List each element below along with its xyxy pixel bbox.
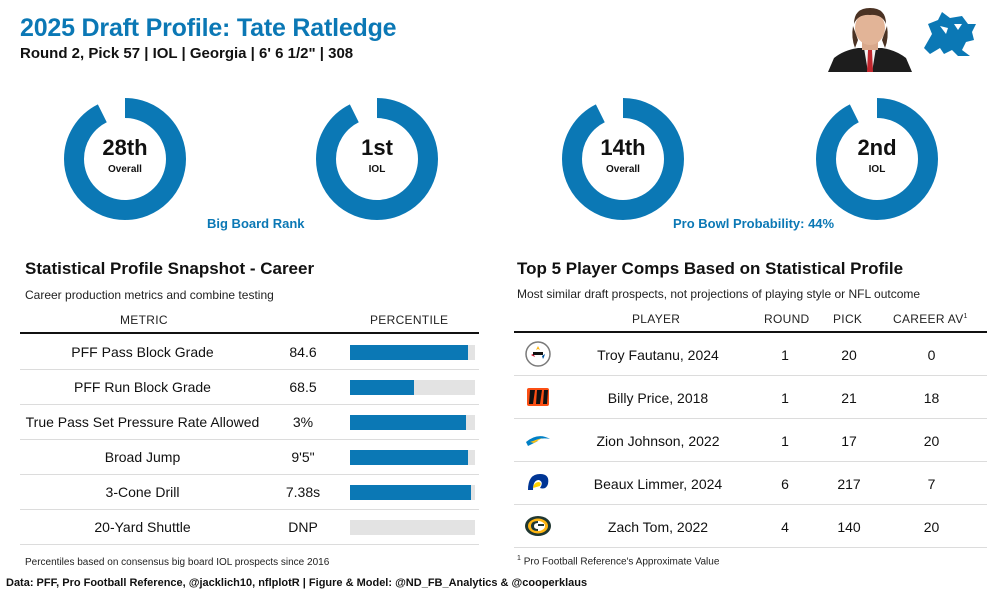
donut-caption: Overall: [606, 164, 640, 175]
percentile-track: [350, 345, 475, 360]
stat-row: 20-Yard Shuttle DNP: [20, 510, 479, 545]
comp-row: Beaux Limmer, 2024 6 217 7: [514, 462, 987, 505]
comp-pick: 217: [837, 476, 861, 492]
donut-value: 14th: [600, 135, 646, 160]
percentile-bar: [350, 380, 414, 395]
stat-metric: PFF Run Block Grade: [74, 379, 211, 395]
stat-value: 7.38s: [285, 484, 321, 500]
donut-caption: IOL: [868, 164, 886, 175]
comp-career-av: 0: [927, 347, 936, 363]
page-title: 2025 Draft Profile: Tate Ratledge: [20, 14, 397, 42]
comp-player: Zach Tom, 2022: [607, 519, 709, 535]
comp-career-av: 20: [923, 519, 940, 535]
stat-value: 84.6: [289, 344, 317, 360]
stat-row: PFF Pass Block Grade 84.6: [20, 335, 479, 370]
col-header-metric: METRIC: [120, 313, 168, 327]
comp-row: Billy Price, 2018 1 21 18: [514, 376, 987, 419]
stat-row: Broad Jump 9'5": [20, 440, 479, 475]
stat-value: 3%: [292, 414, 314, 430]
stat-row: True Pass Set Pressure Rate Allowed 3%: [20, 405, 479, 440]
comp-career-av: 7: [927, 476, 936, 492]
donut-value: 1st: [361, 135, 393, 160]
stat-metric: 3-Cone Drill: [105, 484, 180, 500]
comp-player: Billy Price, 2018: [607, 390, 709, 406]
packers-logo: [524, 513, 552, 539]
comp-player: Beaux Limmer, 2024: [593, 476, 723, 492]
comps-section-title: Top 5 Player Comps Based on Statistical …: [517, 259, 904, 278]
comps-footnote: 1 Pro Football Reference's Approximate V…: [517, 555, 719, 567]
rams-logo: [524, 470, 552, 496]
percentile-bar: [350, 450, 468, 465]
lions-logo: [918, 10, 980, 60]
comp-pick: 140: [837, 519, 861, 535]
comp-row: Troy Fautanu, 2024 1 20 0: [514, 333, 987, 376]
comp-round: 1: [781, 390, 789, 406]
percentile-track: [350, 485, 475, 500]
donut-pro-bowl-iol: 2nd IOL: [815, 97, 939, 221]
donut-value: 2nd: [857, 135, 897, 160]
big-board-rank-label: Big Board Rank: [207, 216, 305, 231]
donut-caption: Overall: [108, 164, 142, 175]
percentile-track: [350, 520, 475, 535]
col-header-career-av: CAREER AV1: [893, 312, 968, 326]
source-credit: Data: PFF, Pro Football Reference, @jack…: [6, 577, 588, 589]
comp-row: Zion Johnson, 2022 1 17 20: [514, 419, 987, 462]
donut-pro-bowl-overall: 14th Overall: [561, 97, 685, 221]
steelers-logo: [524, 341, 552, 367]
col-header-round: ROUND: [764, 312, 810, 326]
comp-pick: 21: [841, 390, 857, 406]
stats-footnote: Percentiles based on consensus big board…: [25, 557, 330, 568]
stats-section-subtitle: Career production metrics and combine te…: [25, 288, 274, 302]
comp-pick: 20: [841, 347, 857, 363]
stat-metric: Broad Jump: [104, 449, 181, 465]
percentile-track: [350, 450, 475, 465]
comp-round: 1: [781, 433, 789, 449]
footnote-marker: 1: [517, 555, 521, 562]
page-subtitle: Round 2, Pick 57 | IOL | Georgia | 6' 6 …: [20, 45, 354, 62]
comp-player: Troy Fautanu, 2024: [597, 347, 719, 363]
donut-big-board-iol: 1st IOL: [315, 97, 439, 221]
comp-round: 4: [781, 519, 789, 535]
donut-value: 28th: [102, 135, 148, 160]
stat-row: 3-Cone Drill 7.38s: [20, 475, 479, 510]
stat-value: DNP: [288, 519, 318, 535]
stat-metric: 20-Yard Shuttle: [94, 519, 191, 535]
comp-career-av: 18: [923, 390, 940, 406]
stats-section-title: Statistical Profile Snapshot - Career: [25, 259, 315, 278]
career-av-label: CAREER AV: [893, 312, 964, 326]
stats-header-rule: [20, 332, 479, 334]
donut-big-board-overall: 28th Overall: [63, 97, 187, 221]
comps-header-rule: [514, 331, 987, 333]
stat-row: PFF Run Block Grade 68.5: [20, 370, 479, 405]
donut-caption: IOL: [368, 164, 386, 175]
player-headshot: [824, 4, 916, 72]
col-header-player: PLAYER: [632, 312, 681, 326]
percentile-track: [350, 415, 475, 430]
stat-value: 68.5: [289, 379, 317, 395]
stat-metric: True Pass Set Pressure Rate Allowed: [25, 414, 260, 430]
bengals-logo: [524, 384, 552, 410]
chargers-logo: [524, 427, 552, 453]
percentile-bar: [350, 415, 466, 430]
comp-career-av: 20: [923, 433, 940, 449]
comps-section-subtitle: Most similar draft prospects, not projec…: [517, 287, 921, 301]
comp-player: Zion Johnson, 2022: [596, 433, 720, 449]
percentile-track: [350, 380, 475, 395]
percentile-bar: [350, 485, 471, 500]
col-header-percentile: PERCENTILE: [370, 313, 449, 327]
stat-metric: PFF Pass Block Grade: [71, 344, 214, 360]
stat-value: 9'5": [291, 449, 315, 465]
career-av-footnote-marker: 1: [963, 313, 968, 320]
percentile-bar: [350, 345, 468, 360]
comps-footnote-text: Pro Football Reference's Approximate Val…: [523, 556, 720, 568]
comp-row: Zach Tom, 2022 4 140 20: [514, 505, 987, 548]
comp-pick: 17: [841, 433, 857, 449]
col-header-pick: PICK: [833, 312, 863, 326]
comp-round: 6: [781, 476, 789, 492]
comp-round: 1: [781, 347, 789, 363]
pro-bowl-probability-label: Pro Bowl Probability: 44%: [673, 216, 835, 231]
